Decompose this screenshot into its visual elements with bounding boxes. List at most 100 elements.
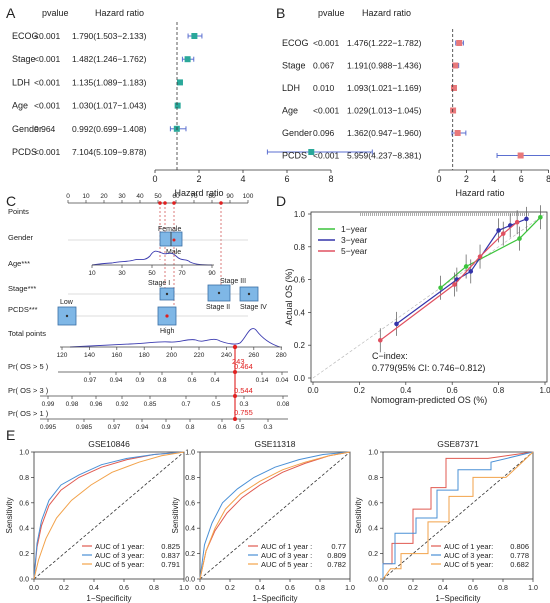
nomo-label-pr3: Pr( OS > 3 ) <box>8 386 49 395</box>
calib-legend-label: 3−year <box>341 235 367 245</box>
roc-curve <box>199 451 351 580</box>
nomo-label-points: Points <box>8 207 29 216</box>
panel-d-xlabel: Nomogram-predicted OS (%) <box>371 395 488 405</box>
nomo-stage-label-iii: Stage III <box>220 278 246 285</box>
forest-row-pvalue: 0.067 <box>313 61 335 71</box>
calib-point <box>463 264 469 269</box>
calib-x-tick-label: 1.0 <box>539 386 550 395</box>
forest-row-pvalue: <0.001 <box>313 151 340 161</box>
roc-x-tick-label: 0.8 <box>149 585 159 592</box>
forest-row-pvalue: <0.001 <box>34 77 61 87</box>
nomo-scale-tick-label: 0.7 <box>181 401 190 408</box>
roc-x-tick-label: 1.0 <box>179 585 189 592</box>
calib-y-tick-label: 0.6 <box>294 276 306 285</box>
forest-hr-point <box>454 130 461 136</box>
calib-y-tick-label: 0.8 <box>294 243 306 252</box>
panel-b-hr-header: Hazard ratio <box>362 8 411 18</box>
roc-ylabel: Sensitivity <box>5 497 14 533</box>
roc-legend-label: AUC of 3 year : <box>261 551 312 560</box>
nomo-pcds-high-dot <box>165 314 169 318</box>
panel-d-cindex-value: 0.779(95% CI: 0.746−0.812) <box>372 363 485 373</box>
forest-row-label: ECOG <box>12 31 39 41</box>
panel-a-pvalue-header: pvalue <box>42 8 69 18</box>
forest-hr-point <box>184 56 191 63</box>
forest-row-hr-text: 1.482(1.246−1.762) <box>72 54 147 64</box>
nomo-stage-i-dot <box>165 292 169 296</box>
nomo-gender-female: Female <box>158 226 181 233</box>
nomo-point-marker-3 <box>172 201 176 205</box>
nomo-scale-tick-label: 260 <box>248 352 259 359</box>
nomo-scale-tick-label: 20 <box>100 193 108 200</box>
forest-x-tick-label: 6 <box>284 174 289 184</box>
nomo-scale-tick-label: 140 <box>84 352 95 359</box>
nomo-pr1-value: 0.755 <box>234 408 253 417</box>
nomo-scale-tick-label: 70 <box>190 193 198 200</box>
roc-x-tick-label: 0.0 <box>378 585 388 592</box>
nomo-label-pcds: PCDS*** <box>8 305 38 314</box>
roc-y-tick-label: 1.0 <box>185 450 195 457</box>
forest-row-hr-text: 1.093(1.021−1.169) <box>347 83 422 93</box>
roc-legend-label: AUC of 5 year: <box>95 560 144 569</box>
nomo-scale-tick-label: 280 <box>276 352 287 359</box>
forest-row-pvalue: 0.096 <box>313 128 335 138</box>
nomo-stage-label-ii: Stage II <box>206 304 230 311</box>
forest-x-tick-label: 6 <box>519 174 524 184</box>
calib-series-line <box>440 216 541 289</box>
roc-y-tick-label: 0.8 <box>185 475 195 482</box>
nomo-scale-tick-label: 0.08 <box>277 401 290 408</box>
nomo-scale-tick-label: 0.6 <box>187 377 196 384</box>
nomo-pr3-marker <box>233 394 237 398</box>
forest-x-tick-label: 2 <box>464 174 469 184</box>
roc-y-tick-label: 0.0 <box>368 577 378 584</box>
roc-legend-value: 0.791 <box>161 560 180 569</box>
forest-row-hr-text: 1.135(1.089−1.183) <box>72 77 147 87</box>
panel-a-xlabel: Hazard ratio <box>174 188 223 198</box>
forest-hr-point <box>456 40 463 46</box>
roc-y-tick-label: 0.2 <box>185 551 195 558</box>
calib-point <box>438 285 443 291</box>
nomo-scale-tick-label: 0.995 <box>40 424 57 431</box>
panel-b-xlabel: Hazard ratio <box>455 188 504 198</box>
nomo-label-age: Age*** <box>8 259 30 268</box>
panel-d-letter: D <box>276 193 286 209</box>
roc-title: GSE10846 <box>88 439 130 449</box>
calib-y-tick-label: 1.0 <box>294 210 306 219</box>
forest-row-pvalue: <0.001 <box>313 38 340 48</box>
nomo-scale-tick-label: 0.85 <box>144 401 157 408</box>
nomo-scale-tick-label: 0.9 <box>135 377 144 384</box>
calib-x-tick-label: 0.2 <box>354 386 366 395</box>
nomo-scale-tick-label: 30 <box>118 193 126 200</box>
forest-row-hr-text: 1.476(1.222−1.782) <box>347 38 422 48</box>
forest-row-hr-text: 0.992(0.699−1.408) <box>72 124 147 134</box>
nomo-point-marker-2 <box>163 201 167 205</box>
nomo-pr1-marker <box>233 417 237 421</box>
nomo-stage-label-i: Stage I <box>148 280 170 287</box>
roc-legend-label: AUC of 3 year: <box>444 551 493 560</box>
roc-legend-label: AUC of 5 year : <box>261 560 312 569</box>
forest-row-label: Gender <box>12 124 42 134</box>
calib-point <box>496 228 501 233</box>
nomo-pcds-low-dot <box>65 314 69 318</box>
nomo-stage-iii-dot <box>217 291 221 295</box>
forest-x-tick-label: 8 <box>328 174 333 184</box>
roc-x-tick-label: 0.6 <box>285 585 295 592</box>
nomo-scale-tick-label: 0.97 <box>108 424 121 431</box>
panel-a-forest-plot: A pvalue Hazard ratio ECOG<0.001 1.790(1.… <box>6 5 373 198</box>
panel-a-letter: A <box>6 5 16 21</box>
forest-row-hr-text: 5.959(4.237−8.381) <box>347 151 422 161</box>
forest-row-label: Age <box>12 101 28 111</box>
nomo-scale-tick-label: 100 <box>243 193 254 200</box>
calib-point <box>524 216 529 222</box>
roc-title: GSE87371 <box>437 439 479 449</box>
nomo-scale-tick-label: 90 <box>226 193 234 200</box>
forest-hr-point <box>308 149 315 155</box>
panel-d-cindex-label: C−index: <box>372 351 408 361</box>
nomo-scale-tick-label: 60 <box>172 193 180 200</box>
nomo-label-total: Total points <box>8 329 46 338</box>
roc-x-tick-label: 0.2 <box>59 585 69 592</box>
nomo-pcds-high-label: High <box>160 328 175 335</box>
nomo-scale-tick-label: 0.3 <box>263 424 272 431</box>
roc-curve <box>33 451 185 580</box>
calib-point <box>377 337 383 343</box>
forest-row-pvalue: 0.010 <box>313 83 335 93</box>
